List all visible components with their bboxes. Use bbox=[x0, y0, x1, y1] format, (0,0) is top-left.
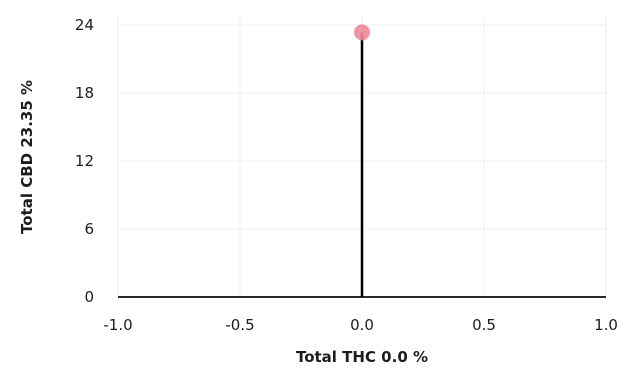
data-marks bbox=[354, 24, 370, 297]
tick-labels: -1.0 -0.5 0.0 0.5 1.0 0 6 12 18 24 bbox=[75, 16, 618, 334]
y-tick-label: 18 bbox=[75, 84, 94, 102]
x-tick-label: 1.0 bbox=[594, 316, 618, 334]
x-tick-label: 0.5 bbox=[472, 316, 496, 334]
y-tick-label: 24 bbox=[75, 16, 94, 34]
y-tick-label: 6 bbox=[84, 220, 94, 238]
y-tick-label: 0 bbox=[84, 288, 94, 306]
x-tick-label: -0.5 bbox=[225, 316, 254, 334]
y-axis-title: Total CBD 23.35 % bbox=[18, 80, 36, 234]
x-axis-title: Total THC 0.0 % bbox=[296, 348, 428, 366]
x-tick-label: 0.0 bbox=[350, 316, 374, 334]
data-point[interactable] bbox=[354, 24, 370, 41]
y-tick-label: 12 bbox=[75, 152, 94, 170]
x-tick-label: -1.0 bbox=[103, 316, 132, 334]
